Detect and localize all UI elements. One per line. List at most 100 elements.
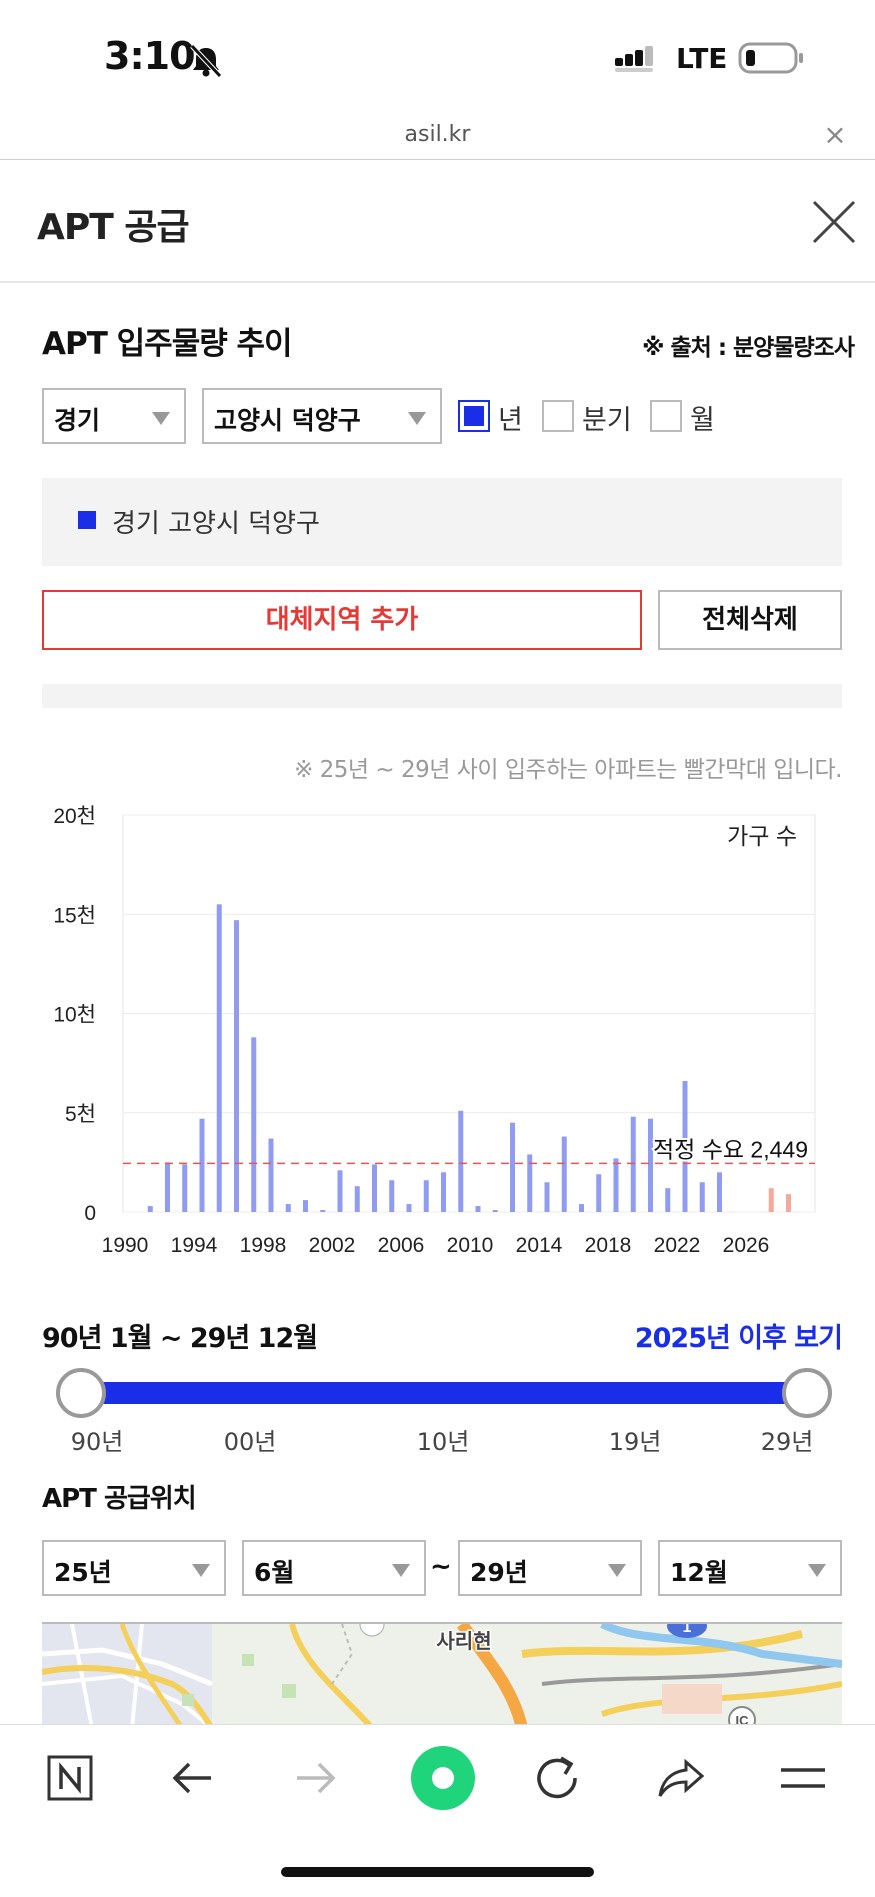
supply-bar <box>337 1170 343 1212</box>
add-region-button[interactable]: 대체지역 추가 <box>42 590 642 650</box>
to-year-value: 29년 <box>470 1558 528 1587</box>
period-quarter-label: 분기 <box>582 405 632 436</box>
page-title: APT 공급 <box>37 207 190 248</box>
forward-arrow-icon[interactable] <box>285 1748 345 1808</box>
green-dot-icon[interactable] <box>403 1738 483 1818</box>
supply-bar <box>268 1138 274 1212</box>
share-icon[interactable] <box>650 1748 710 1808</box>
legend-box <box>42 478 842 566</box>
range-tick: 90년 <box>70 1428 124 1456</box>
from-month-value: 6월 <box>254 1558 295 1587</box>
supply-bar <box>441 1172 446 1212</box>
legend-label: 경기 고양시 덕양구 <box>112 509 320 539</box>
range-tick: 10년 <box>416 1428 470 1456</box>
network-type: LTE <box>676 42 728 75</box>
supply-bar <box>682 1080 688 1212</box>
chevron-down-icon <box>408 412 426 425</box>
supply-bar <box>458 1110 464 1212</box>
supply-bar <box>320 1210 326 1212</box>
chevron-down-icon <box>152 412 170 425</box>
supply-bar <box>147 1206 153 1212</box>
district-select-value: 고양시 덕양구 <box>214 406 361 435</box>
supply-bar <box>665 1188 671 1212</box>
supply-bar <box>492 1210 498 1212</box>
map-road-badge: 1 <box>683 1624 692 1636</box>
supply-bar <box>527 1154 533 1212</box>
battery-icon <box>738 42 803 74</box>
x-tick-label: 2022 <box>654 1234 701 1257</box>
period-month-label: 월 <box>690 405 715 436</box>
supply-bar <box>786 1194 791 1212</box>
home-indicator <box>281 1867 594 1877</box>
close-icon[interactable] <box>808 196 860 248</box>
range-start-handle[interactable] <box>56 1368 106 1418</box>
supply-bar <box>199 1118 205 1212</box>
from-year-select[interactable]: 25년 <box>42 1540 226 1596</box>
to-year-select[interactable]: 29년 <box>458 1540 642 1596</box>
period-quarter-checkbox[interactable] <box>542 400 574 432</box>
supply-map[interactable]: 1 IC 사리현 <box>42 1622 842 1726</box>
x-tick-label: 1990 <box>102 1234 149 1257</box>
supply-bar <box>216 904 222 1212</box>
supply-bar <box>165 1162 170 1212</box>
supply-bar <box>630 1116 636 1212</box>
supply-bar <box>768 1188 774 1212</box>
status-time: 3:10 <box>104 34 196 78</box>
supply-bar <box>406 1204 412 1212</box>
chevron-down-icon <box>608 1564 626 1577</box>
supply-bar <box>699 1182 705 1212</box>
url-text[interactable]: asil.kr <box>404 122 471 147</box>
y-tick-label: 10천 <box>53 1004 96 1027</box>
supply-bar <box>648 1118 653 1212</box>
after-2025-link[interactable]: 2025년 이후 보기 <box>634 1323 843 1354</box>
range-slider-track[interactable] <box>80 1382 808 1404</box>
supply-bar <box>613 1158 619 1212</box>
to-month-select[interactable]: 12월 <box>658 1540 842 1596</box>
menu-icon[interactable] <box>773 1748 833 1808</box>
period-month-checkbox[interactable] <box>650 400 682 432</box>
y-tick-label: 0 <box>84 1202 96 1225</box>
province-select-value: 경기 <box>54 406 101 435</box>
map-ic-label: IC <box>736 1713 750 1726</box>
province-select[interactable]: 경기 <box>42 388 186 444</box>
delete-all-button[interactable]: 전체삭제 <box>658 590 842 650</box>
chart-note: ※ 25년 ~ 29년 사이 입주하는 아파트는 빨간막대 입니다. <box>294 757 842 783</box>
range-label: 90년 1월 ~ 29년 12월 <box>42 1323 318 1354</box>
supply-bar <box>389 1180 395 1212</box>
supply-bar <box>579 1204 584 1212</box>
range-separator: ~ <box>430 1552 452 1582</box>
y-tick-label: 15천 <box>53 904 96 927</box>
back-arrow-icon[interactable] <box>163 1748 223 1808</box>
x-tick-label: 2010 <box>447 1234 494 1257</box>
signal-icon <box>615 46 653 72</box>
supply-bar <box>234 920 239 1212</box>
supply-bar <box>182 1164 188 1212</box>
x-tick-label: 1994 <box>171 1234 218 1257</box>
supply-bar <box>354 1186 360 1212</box>
range-tick: 19년 <box>608 1428 662 1456</box>
range-end-handle[interactable] <box>782 1368 832 1418</box>
x-tick-label: 2002 <box>309 1234 356 1257</box>
x-tick-label: 2006 <box>378 1234 425 1257</box>
to-month-value: 12월 <box>670 1558 728 1587</box>
chevron-down-icon <box>808 1564 826 1577</box>
from-month-select[interactable]: 6월 <box>242 1540 426 1596</box>
reload-icon[interactable] <box>527 1748 587 1808</box>
x-tick-label: 2014 <box>516 1234 563 1257</box>
district-select[interactable]: 고양시 덕양구 <box>202 388 442 444</box>
naver-home-icon[interactable] <box>40 1748 100 1808</box>
x-tick-label: 2018 <box>585 1234 632 1257</box>
legend-swatch <box>78 511 96 529</box>
section-spacer <box>42 684 842 708</box>
supply-bar <box>510 1122 515 1212</box>
close-tab-icon[interactable]: × <box>823 118 847 151</box>
map-canvas: 1 IC 사리현 <box>42 1624 842 1726</box>
url-bar <box>0 112 875 160</box>
x-tick-label: 2026 <box>723 1234 770 1257</box>
supply-bar <box>285 1204 291 1212</box>
map-place-label: 사리현 <box>436 1630 491 1653</box>
supply-bar <box>251 1037 257 1212</box>
period-year-checkbox[interactable] <box>458 400 490 432</box>
range-tick: 00년 <box>223 1428 277 1456</box>
chart-unit-label: 가구 수 <box>727 823 797 849</box>
